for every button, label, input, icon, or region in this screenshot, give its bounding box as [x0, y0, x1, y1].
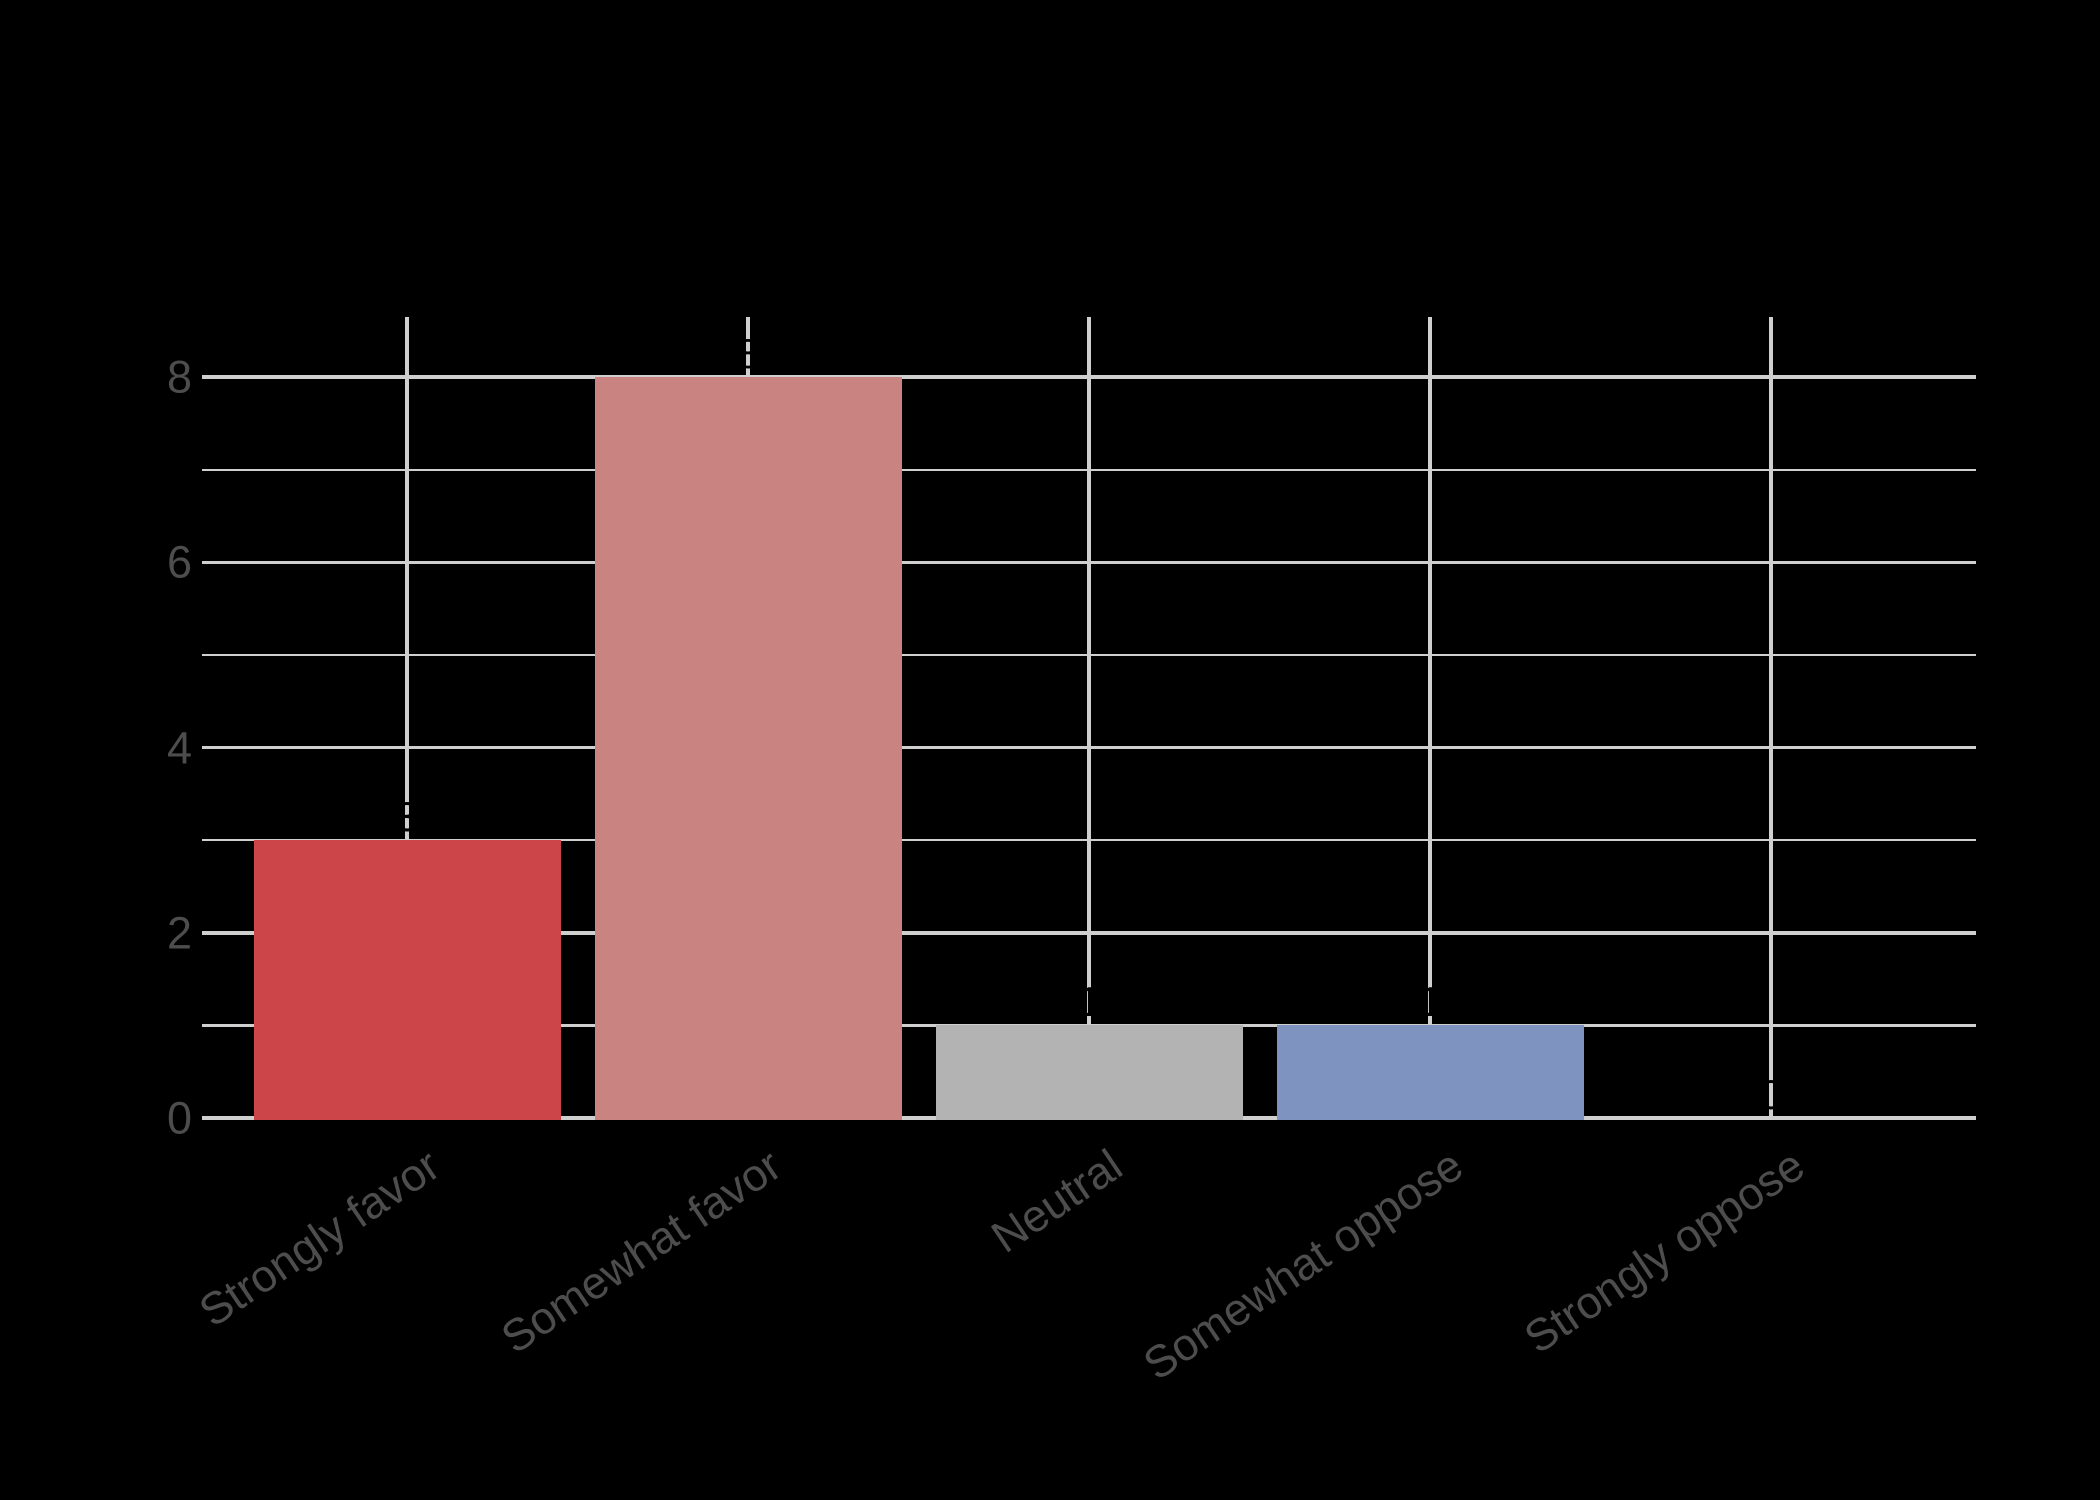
x-axis-tick-label-strongly-oppose: Strongly oppose — [1514, 1139, 1813, 1364]
y-axis-tick-label-4: 4 — [166, 722, 192, 774]
y-axis-tick-label-6: 6 — [166, 536, 192, 588]
y-axis-tick-label-0: 0 — [166, 1092, 192, 1144]
vertical-gridline-strongly-oppose — [1769, 317, 1773, 1118]
y-axis-tick-label-8: 8 — [166, 351, 192, 403]
vertical-gridline-neutral — [1087, 317, 1091, 1118]
bar-strongly-favor — [253, 840, 561, 1120]
vertical-gridline-strongly-favor — [405, 317, 409, 1118]
value-label-strongly-oppose: 0 — [1759, 1070, 1783, 1118]
bar-somewhat-oppose — [1276, 1025, 1584, 1120]
value-label-somewhat-favor: 8 — [736, 330, 760, 378]
bar-somewhat-favor — [594, 377, 902, 1120]
x-axis-tick-label-strongly-favor: Strongly favor — [190, 1139, 449, 1337]
x-axis-tick-label-somewhat-oppose: Somewhat oppose — [1134, 1139, 1472, 1390]
value-label-strongly-favor: 3 — [395, 793, 419, 841]
y-axis-tick-label-2: 2 — [166, 907, 192, 959]
x-axis-tick-label-somewhat-favor: Somewhat favor — [491, 1139, 790, 1364]
bar-neutral — [935, 1025, 1243, 1120]
vertical-gridline-somewhat-oppose — [1428, 317, 1432, 1118]
x-axis-tick-label-neutral: Neutral — [982, 1139, 1131, 1263]
value-label-neutral: 1 — [1077, 978, 1101, 1026]
value-label-somewhat-oppose: 1 — [1418, 978, 1442, 1026]
